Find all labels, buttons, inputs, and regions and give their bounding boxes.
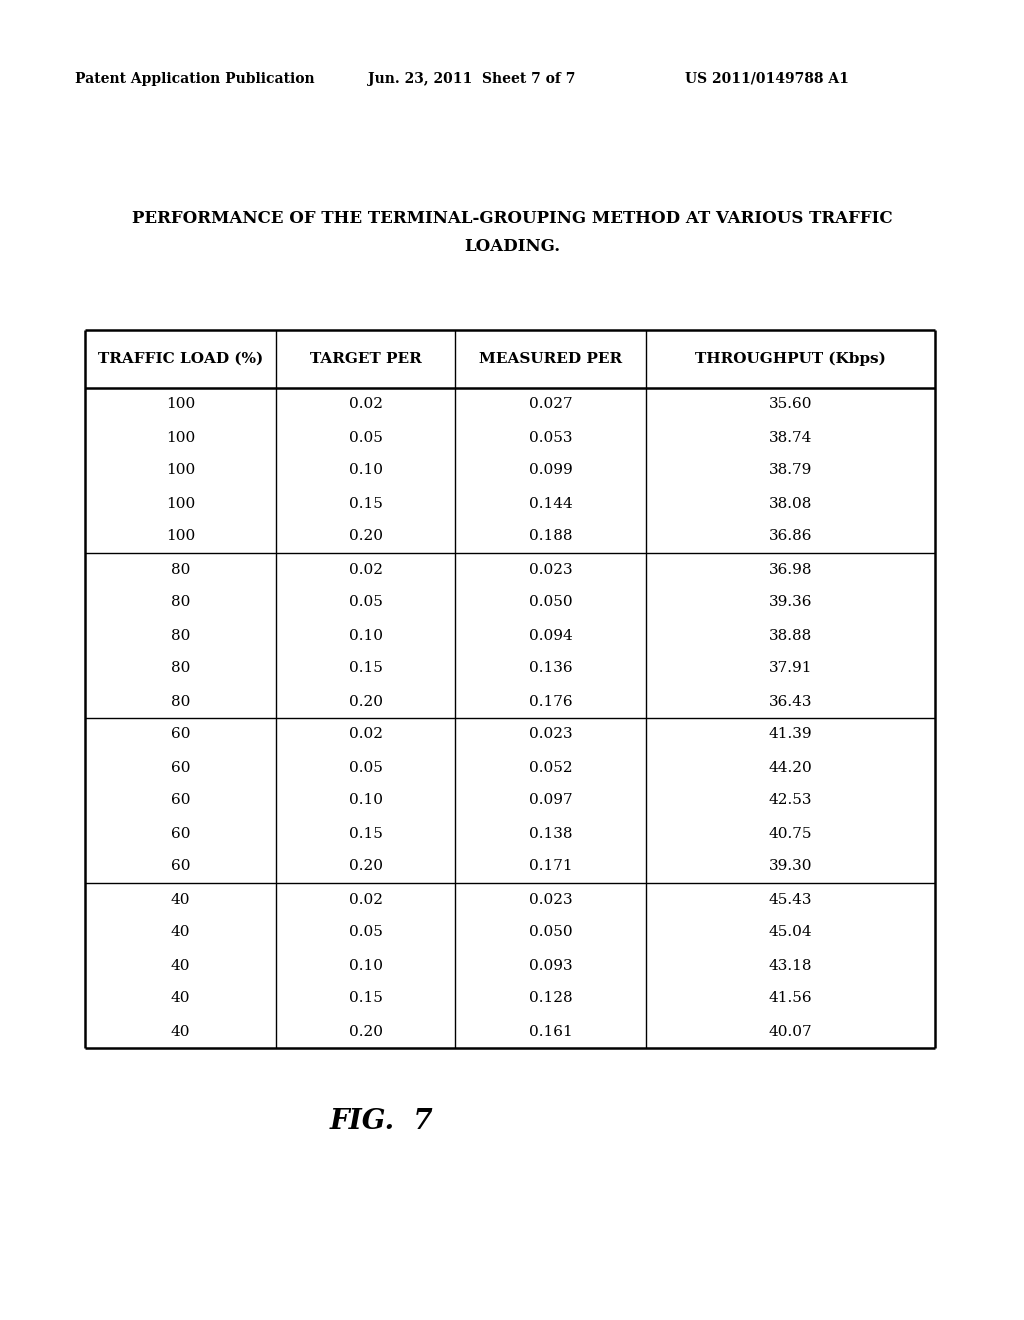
Text: 0.10: 0.10 (348, 463, 383, 478)
Text: 0.02: 0.02 (348, 727, 383, 742)
Text: 0.10: 0.10 (348, 628, 383, 643)
Text: 41.39: 41.39 (769, 727, 812, 742)
Text: 0.161: 0.161 (528, 1024, 572, 1039)
Text: 60: 60 (171, 793, 190, 808)
Text: 0.023: 0.023 (528, 892, 572, 907)
Text: 0.10: 0.10 (348, 793, 383, 808)
Text: 0.094: 0.094 (528, 628, 572, 643)
Text: 39.36: 39.36 (769, 595, 812, 610)
Text: LOADING.: LOADING. (464, 238, 560, 255)
Text: 0.05: 0.05 (348, 595, 382, 610)
Text: 0.05: 0.05 (348, 925, 382, 940)
Text: 0.02: 0.02 (348, 562, 383, 577)
Text: US 2011/0149788 A1: US 2011/0149788 A1 (685, 73, 849, 86)
Text: 40.07: 40.07 (769, 1024, 812, 1039)
Text: 100: 100 (166, 397, 196, 412)
Text: MEASURED PER: MEASURED PER (479, 352, 622, 366)
Text: 36.86: 36.86 (769, 529, 812, 544)
Text: FIG.  7: FIG. 7 (330, 1107, 433, 1135)
Text: 39.30: 39.30 (769, 859, 812, 874)
Text: 80: 80 (171, 661, 190, 676)
Text: 0.136: 0.136 (528, 661, 572, 676)
Text: 0.02: 0.02 (348, 397, 383, 412)
Text: 38.88: 38.88 (769, 628, 812, 643)
Text: 100: 100 (166, 430, 196, 445)
Text: 0.176: 0.176 (528, 694, 572, 709)
Text: 42.53: 42.53 (769, 793, 812, 808)
Text: 80: 80 (171, 595, 190, 610)
Text: Patent Application Publication: Patent Application Publication (75, 73, 314, 86)
Text: 45.43: 45.43 (769, 892, 812, 907)
Text: 0.097: 0.097 (528, 793, 572, 808)
Text: 35.60: 35.60 (769, 397, 812, 412)
Text: 0.023: 0.023 (528, 727, 572, 742)
Text: 100: 100 (166, 496, 196, 511)
Text: 0.05: 0.05 (348, 760, 382, 775)
Text: 40: 40 (171, 991, 190, 1006)
Text: 0.023: 0.023 (528, 562, 572, 577)
Text: 38.74: 38.74 (769, 430, 812, 445)
Text: 0.10: 0.10 (348, 958, 383, 973)
Text: 0.128: 0.128 (528, 991, 572, 1006)
Text: 40: 40 (171, 925, 190, 940)
Text: TARGET PER: TARGET PER (309, 352, 421, 366)
Text: 43.18: 43.18 (769, 958, 812, 973)
Text: 45.04: 45.04 (769, 925, 812, 940)
Text: 36.98: 36.98 (769, 562, 812, 577)
Text: 80: 80 (171, 628, 190, 643)
Text: 40: 40 (171, 1024, 190, 1039)
Text: 80: 80 (171, 694, 190, 709)
Text: 37.91: 37.91 (769, 661, 812, 676)
Text: 0.171: 0.171 (528, 859, 572, 874)
Text: 0.053: 0.053 (528, 430, 572, 445)
Text: 0.20: 0.20 (348, 1024, 383, 1039)
Text: 40.75: 40.75 (769, 826, 812, 841)
Text: 38.08: 38.08 (769, 496, 812, 511)
Text: 0.20: 0.20 (348, 694, 383, 709)
Text: TRAFFIC LOAD (%): TRAFFIC LOAD (%) (98, 352, 263, 366)
Text: 0.027: 0.027 (528, 397, 572, 412)
Text: 40: 40 (171, 892, 190, 907)
Text: Jun. 23, 2011  Sheet 7 of 7: Jun. 23, 2011 Sheet 7 of 7 (368, 73, 575, 86)
Text: 60: 60 (171, 760, 190, 775)
Text: 40: 40 (171, 958, 190, 973)
Text: 0.20: 0.20 (348, 529, 383, 544)
Text: 0.20: 0.20 (348, 859, 383, 874)
Text: 0.138: 0.138 (528, 826, 572, 841)
Text: 38.79: 38.79 (769, 463, 812, 478)
Text: 0.099: 0.099 (528, 463, 572, 478)
Text: 0.15: 0.15 (348, 826, 382, 841)
Text: 0.15: 0.15 (348, 661, 382, 676)
Text: 36.43: 36.43 (769, 694, 812, 709)
Text: 41.56: 41.56 (769, 991, 812, 1006)
Text: 0.050: 0.050 (528, 925, 572, 940)
Text: 0.093: 0.093 (528, 958, 572, 973)
Text: 0.050: 0.050 (528, 595, 572, 610)
Text: THROUGHPUT (Kbps): THROUGHPUT (Kbps) (695, 352, 886, 366)
Text: 100: 100 (166, 529, 196, 544)
Text: 0.052: 0.052 (528, 760, 572, 775)
Text: 0.144: 0.144 (528, 496, 572, 511)
Text: 0.188: 0.188 (528, 529, 572, 544)
Text: 60: 60 (171, 826, 190, 841)
Text: 100: 100 (166, 463, 196, 478)
Text: 44.20: 44.20 (769, 760, 812, 775)
Text: 80: 80 (171, 562, 190, 577)
Text: 0.02: 0.02 (348, 892, 383, 907)
Text: PERFORMANCE OF THE TERMINAL-GROUPING METHOD AT VARIOUS TRAFFIC: PERFORMANCE OF THE TERMINAL-GROUPING MET… (132, 210, 892, 227)
Text: 0.15: 0.15 (348, 496, 382, 511)
Text: 60: 60 (171, 859, 190, 874)
Text: 0.15: 0.15 (348, 991, 382, 1006)
Text: 0.05: 0.05 (348, 430, 382, 445)
Text: 60: 60 (171, 727, 190, 742)
